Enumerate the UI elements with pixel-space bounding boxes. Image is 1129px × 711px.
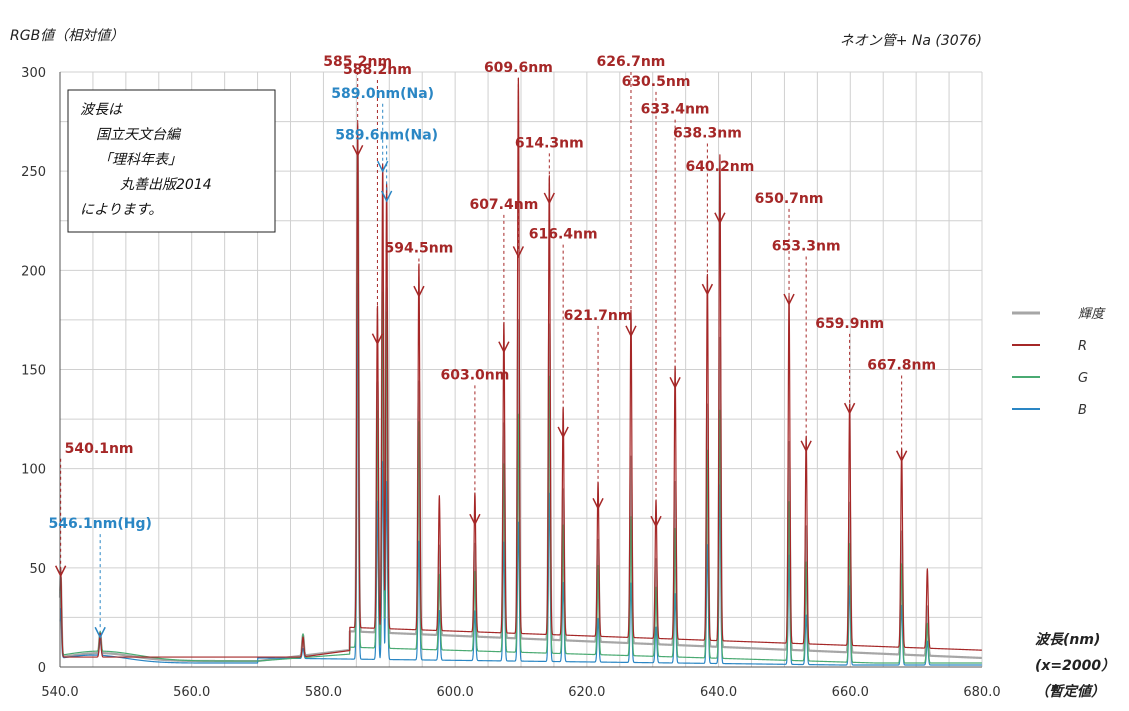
note-line-5: によります。	[80, 202, 162, 218]
note-line-2: 国立天文台編	[96, 127, 182, 143]
x-axis-title: 波長(nm)	[1035, 631, 1100, 648]
axes: 0 50 100 150 200 250 300 540.0 560.0 580.0 600.0 62…	[21, 66, 1000, 700]
x-tick-label: 620.0	[568, 685, 605, 700]
annotation-label: 589.6nm(Na)	[335, 127, 438, 143]
x-tick-label: 580.0	[305, 685, 342, 700]
series-line-G	[59, 152, 983, 664]
annotation-label: 609.6nm	[484, 60, 553, 76]
y-tick-label: 300	[21, 66, 46, 81]
note-line-4: 丸善出版2014	[120, 177, 212, 193]
annotation-label: 589.0nm(Na)	[331, 86, 434, 102]
annotation-arrow-head	[701, 283, 714, 296]
annotation-label: 638.3nm	[673, 125, 742, 141]
chart-source-label: ネオン管+ Na (3076)	[840, 33, 982, 49]
x-tick-label: 640.0	[700, 685, 737, 700]
note-box	[67, 89, 276, 233]
annotation-label: 607.4nm	[469, 197, 538, 213]
x-tick-label: 540.0	[41, 685, 78, 700]
annotation-label: 614.3nm	[515, 135, 584, 151]
annotation-arrow-head	[592, 497, 604, 511]
annotation-label: 650.7nm	[755, 191, 824, 207]
annotation-arrow-head	[371, 333, 384, 346]
annotation-arrow-head	[469, 513, 481, 526]
annotation-arrow-head	[413, 285, 425, 298]
annotation-label: 640.2nm	[685, 159, 754, 175]
y-tick-label: 100	[21, 463, 46, 478]
note-line-3: 「理科年表」	[98, 152, 182, 168]
x-tick-label: 600.0	[437, 685, 474, 700]
x-tick-label: 560.0	[173, 685, 210, 700]
legend-label: B	[1078, 403, 1087, 418]
annotation-arrow-head	[94, 626, 106, 639]
annotation-arrow-head	[625, 325, 637, 338]
note-line-1: 波長は	[80, 102, 123, 118]
legend-label: 輝度	[1078, 307, 1106, 322]
annotation-label: 633.4nm	[641, 102, 710, 118]
annotation-label: 630.5nm	[622, 74, 691, 90]
y-tick-label: 200	[21, 264, 46, 279]
annotation-arrow-head	[650, 515, 662, 528]
annotation-arrow-head	[543, 192, 555, 205]
annotation-arrow-head	[669, 377, 681, 390]
legend: 輝度 R G B	[1012, 307, 1106, 418]
y-tick-label: 50	[29, 562, 46, 577]
annotation-arrow-head	[783, 293, 795, 306]
annotation-label: 653.3nm	[772, 239, 841, 255]
annotation-label: 667.8nm	[867, 358, 936, 374]
annotation-label: 585.2nm	[323, 54, 392, 70]
annotation-label: 588.2nm	[343, 62, 412, 78]
x-tick-label: 660.0	[832, 685, 869, 700]
y-tick-label: 250	[21, 165, 46, 180]
y-tick-label: 150	[21, 364, 46, 379]
annotation-label: 594.5nm	[384, 240, 453, 256]
annotation-label: 540.1nm	[65, 441, 134, 457]
annotation-arrow-head	[843, 402, 856, 415]
annotation-arrow-head	[380, 190, 393, 203]
annotation-label: 546.1nm(Hg)	[48, 516, 151, 532]
annotation-arrow-head	[512, 246, 525, 259]
spectrum-traces	[58, 77, 983, 666]
annotation-arrow-head	[895, 450, 908, 463]
annotation-label: 603.0nm	[440, 367, 509, 383]
annotation-label: 616.4nm	[529, 227, 598, 243]
annotation-arrow-head	[800, 440, 812, 453]
x-tick-label: 680.0	[963, 685, 1000, 700]
legend-label: R	[1078, 339, 1087, 354]
annotation-arrow-head	[54, 565, 67, 578]
annotation-arrow-head	[557, 426, 569, 439]
annotation-label: 621.7nm	[564, 308, 633, 324]
annotation-arrow-head	[714, 212, 726, 225]
annotation-arrow-head	[377, 160, 389, 173]
legend-label: G	[1078, 371, 1088, 386]
x-axis-note: （暫定値）	[1035, 683, 1105, 700]
annotation-label: 626.7nm	[597, 54, 666, 70]
annotation-arrow-head	[498, 341, 510, 354]
series-line-R	[59, 77, 983, 658]
annotation-arrow-head	[352, 144, 364, 157]
annotation-label: 659.9nm	[815, 316, 884, 332]
y-tick-label: 0	[38, 661, 46, 676]
wavelength-note: 波長は 国立天文台編 「理科年表」 丸善出版2014 によります。	[67, 89, 276, 233]
series-line-B	[59, 282, 983, 666]
y-axis-title: RGB値（相対値）	[10, 28, 124, 44]
x-axis-subtitle: (x=2000）	[1035, 657, 1115, 674]
